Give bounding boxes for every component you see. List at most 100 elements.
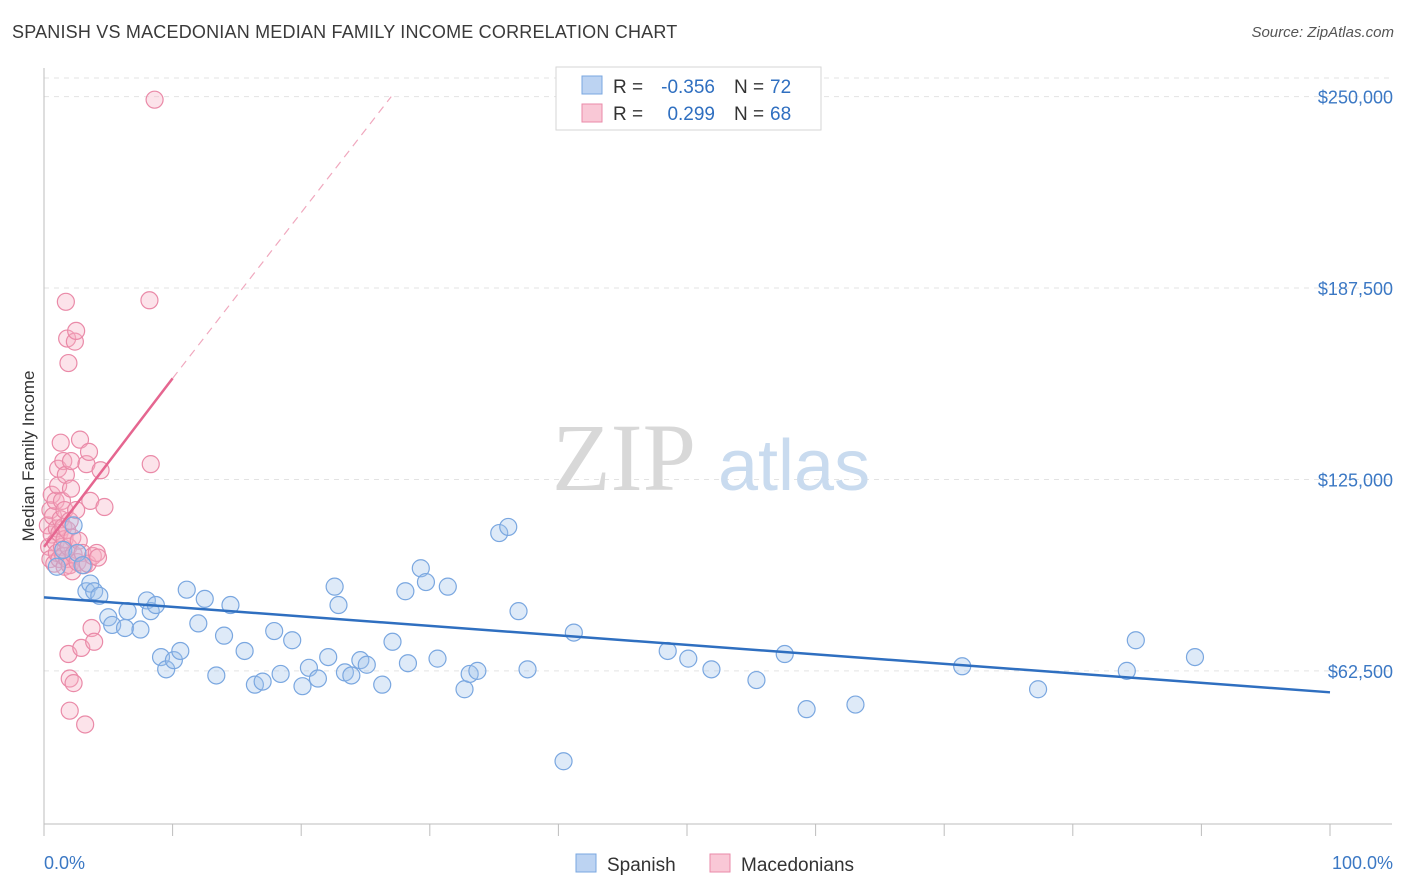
spanish-point-4 [73,556,92,575]
spanish-point-66 [846,695,865,714]
macedonian-point-42 [64,674,83,693]
spanish-point-56 [509,602,528,621]
spanish-point-44 [383,632,402,651]
watermark-atlas: atlas [718,426,870,506]
macedonian-point-62 [88,548,108,567]
spanish-point-54 [490,523,509,543]
spanish-point-49 [428,649,447,668]
spanish-point-43 [373,675,392,694]
spanish-point-25 [214,626,234,645]
x-tick-label-min: 0.0% [44,853,85,873]
chart-title: SPANISH VS MACEDONIAN MEDIAN FAMILY INCO… [12,22,678,42]
spanish-point-42 [357,655,376,674]
spanish-point-55 [499,517,518,537]
spanish-point-19 [164,651,183,670]
spanish-point-45 [396,582,415,601]
spanish-point-40 [342,666,361,685]
macedonian-point-66 [141,455,160,474]
macedonian-point-53 [76,715,95,734]
spanish-point-27 [235,641,254,661]
y-tick-label-1: $125,000 [1318,470,1393,490]
spanish-point-23 [195,589,214,608]
spanish-point-24 [207,666,226,685]
spanish-point-51 [455,680,474,699]
macedonian-point-67 [145,90,164,109]
spanish-point-31 [271,664,290,684]
spanish-point-35 [308,669,328,688]
spanish-point-61 [679,649,698,668]
macedonian-point-58 [82,618,101,638]
legend-swatch-macedonian [581,103,603,123]
spanish-point-18 [157,660,176,679]
bottom-legend-swatch-spanish [575,853,597,873]
legend-r-label-macedonian: R = [613,104,643,125]
legend-n-value-spanish: 72 [770,77,791,98]
macedonian-point-65 [140,291,159,310]
spanish-point-21 [177,580,196,599]
chart-source: Source: ZipAtlas.com [1251,24,1394,41]
legend: R = -0.356 N = 72 R = 0.299 N = 68 [555,66,822,131]
macedonian-point-38 [61,451,81,471]
spanish-point-59 [564,623,583,642]
bottom-legend-label-spanish: Spanish [607,855,676,876]
spanish-point-38 [329,595,348,615]
y-axis-labels: $62,500 $125,000 $187,500 $250,000 [1318,88,1393,682]
macedonian-point-17 [51,433,70,452]
x-axis-ticks [43,824,1331,836]
spanish-point-13 [131,620,150,639]
legend-r-value-macedonian: 0.299 [667,104,715,125]
spanish-point-37 [325,577,344,596]
macedonian-point-22 [54,451,73,471]
spanish-point-68 [1028,680,1048,699]
spanish-points [47,516,1205,771]
y-axis-title: Median Family Income [19,370,38,541]
spanish-point-41 [351,651,370,670]
x-tick-label-max: 100.0% [1332,853,1393,873]
spanish-point-46 [398,654,418,673]
bottom-legend: Spanish Macedonians [575,853,854,876]
spanish-point-26 [221,595,240,615]
macedonian-point-56 [79,442,99,461]
macedonian-trend-line [43,377,174,548]
spanish-point-30 [265,621,284,641]
macedonian-point-36 [60,701,79,720]
spanish-trend-line [43,596,1331,694]
macedonian-point-46 [67,500,86,520]
macedonian-point-49 [70,430,90,449]
y-tick-label-3: $250,000 [1318,88,1393,108]
bottom-legend-swatch-macedonian [709,853,731,873]
spanish-point-1 [54,540,73,559]
spanish-point-48 [416,572,436,592]
trend-lines [43,96,1331,694]
y-tick-label-2: $187,500 [1318,279,1393,299]
legend-n-value-macedonian: 68 [770,104,791,125]
legend-n-label-macedonian: N = [734,104,764,125]
spanish-point-2 [64,516,83,535]
macedonian-point-33 [59,353,78,373]
bottom-legend-label-macedonian: Macedonians [741,855,854,876]
spanish-point-70 [1126,631,1145,650]
spanish-point-33 [293,677,312,696]
spanish-point-29 [253,672,272,691]
spanish-point-69 [1117,661,1136,680]
spanish-point-58 [554,752,573,771]
y-tick-label-0: $62,500 [1328,662,1393,682]
macedonian-point-26 [56,465,75,484]
axes [43,68,1392,825]
spanish-point-62 [702,660,721,679]
macedonian-point-60 [85,632,104,651]
macedonian-point-27 [56,292,75,311]
spanish-point-32 [283,631,302,650]
macedonian-point-45 [67,321,86,341]
spanish-point-57 [518,660,537,679]
watermark-zip: ZIP [552,404,696,511]
legend-r-label-spanish: R = [613,77,643,98]
spanish-point-65 [797,700,816,719]
spanish-point-22 [189,614,208,633]
spanish-point-71 [1185,647,1205,667]
spanish-point-0 [47,557,66,576]
macedonian-point-64 [95,497,114,517]
spanish-point-50 [438,577,457,596]
legend-swatch-spanish [581,75,603,95]
